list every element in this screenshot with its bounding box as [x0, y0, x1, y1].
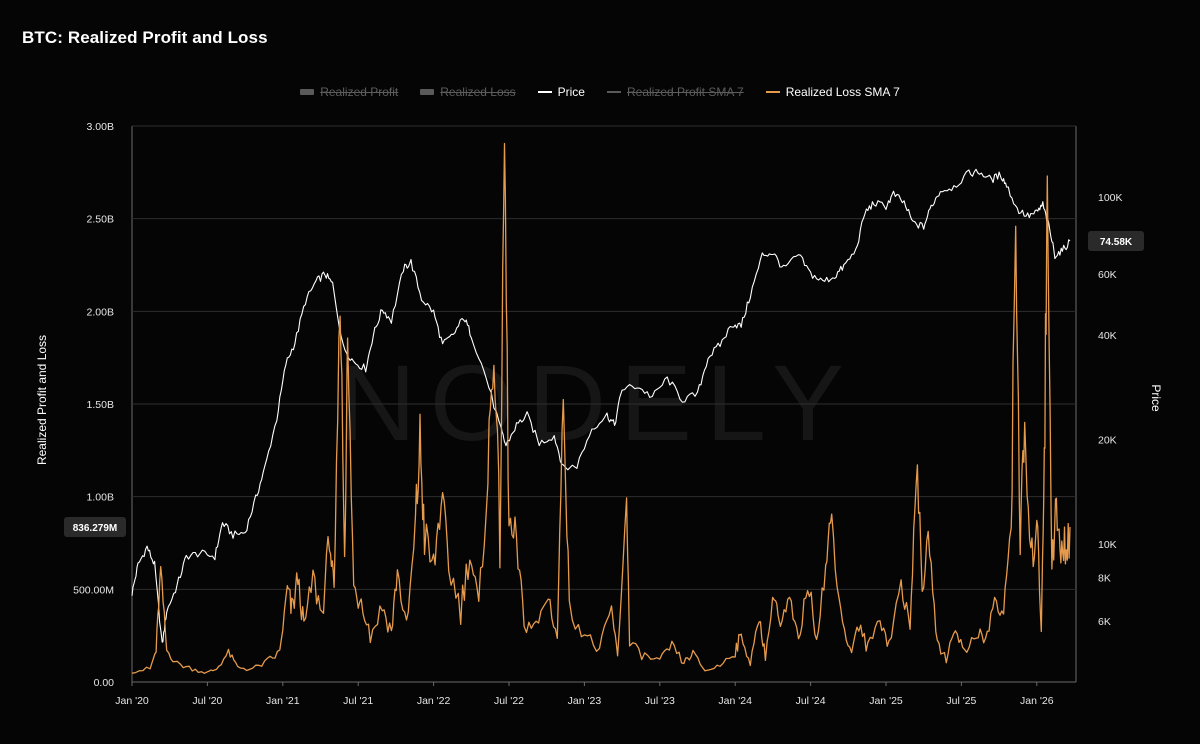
legend-swatch	[606, 91, 621, 93]
left-tick-label: 500.00M	[73, 584, 114, 596]
left-tick-label: 1.00B	[87, 492, 114, 504]
left-tick-label: 3.00B	[87, 121, 114, 133]
x-tick-label: Jan '26	[1020, 695, 1054, 707]
x-tick-label: Jan '23	[568, 695, 602, 707]
right-tick-label: 100K	[1098, 192, 1123, 204]
right-axis-title: Price	[1149, 384, 1163, 412]
left-tick-label: 1.50B	[87, 399, 114, 411]
right-tick-label: 6K	[1098, 616, 1111, 628]
legend: Realized Profit Realized Loss Price Realize…	[0, 85, 1200, 99]
left-tick-label: 0.00	[94, 677, 115, 689]
legend-swatch	[300, 89, 315, 95]
right-tick-label: 10K	[1098, 539, 1117, 551]
x-tick-label: Jan '20	[115, 695, 149, 707]
legend-item-realized-profit-sma-7[interactable]: Realized Profit SMA 7	[606, 85, 744, 99]
legend-label: Realized Profit	[320, 85, 399, 99]
legend-swatch	[537, 91, 552, 93]
legend-swatch	[765, 91, 780, 93]
x-tick-label: Jul '25	[946, 695, 976, 707]
x-tick-label: Jul '22	[494, 695, 524, 707]
right-tick-label: 20K	[1098, 434, 1117, 446]
left-tick-label: 2.50B	[87, 214, 114, 226]
legend-item-realized-loss[interactable]: Realized Loss	[420, 85, 516, 99]
x-tick-label: Jan '21	[266, 695, 300, 707]
left-axis-title: Realized Profit and Loss	[35, 335, 49, 465]
right-tick-label: 60K	[1098, 269, 1117, 281]
left-tick-label: 2.00B	[87, 306, 114, 318]
right-tick-label: 40K	[1098, 330, 1117, 342]
x-tick-label: Jul '20	[192, 695, 222, 707]
chart-title: BTC: Realized Profit and Loss	[22, 28, 268, 47]
x-tick-label: Jan '22	[417, 695, 451, 707]
legend-label: Price	[557, 85, 585, 99]
x-tick-label: Jan '25	[869, 695, 903, 707]
legend-label: Realized Loss SMA 7	[785, 85, 900, 99]
legend-label: Realized Profit SMA 7	[626, 85, 744, 99]
realized-loss-sma-7-line[interactable]	[131, 142, 1071, 674]
price-line[interactable]	[131, 168, 1071, 643]
gridlines	[131, 125, 1077, 683]
left-current-value-label: 836.279M	[73, 523, 117, 534]
right-current-value-label: 74.58K	[1100, 237, 1133, 248]
legend-item-realized-profit[interactable]: Realized Profit	[300, 85, 398, 99]
x-tick-label: Jul '23	[645, 695, 675, 707]
right-current-value-tag	[1088, 231, 1144, 252]
x-axis-ticks: Jan '20 Jul '20 Jan '21 Jul '21 Jan '22 Jul '…	[115, 682, 1054, 707]
value-tags: 836.279M 74.58K	[64, 231, 1144, 538]
watermark: NODELY	[338, 342, 858, 463]
legend-swatch	[420, 89, 435, 95]
right-tick-label: 8K	[1098, 573, 1111, 585]
left-current-value-tag	[64, 517, 126, 538]
right-axis-ticks: 6K 8K 10K 20K 40K 60K 100K	[1098, 192, 1123, 628]
legend-item-price[interactable]: Price	[537, 85, 585, 99]
x-tick-label: Jul '21	[343, 695, 373, 707]
left-axis-ticks: 0.00 500.00M 1.00B 1.50B 2.00B 2.50B 3.00B	[73, 121, 114, 689]
x-tick-label: Jan '24	[718, 695, 752, 707]
legend-label: Realized Loss	[440, 85, 516, 99]
series-layer	[131, 142, 1071, 674]
legend-item-realized-loss-sma-7[interactable]: Realized Loss SMA 7	[765, 85, 900, 99]
x-tick-label: Jul '24	[796, 695, 826, 707]
